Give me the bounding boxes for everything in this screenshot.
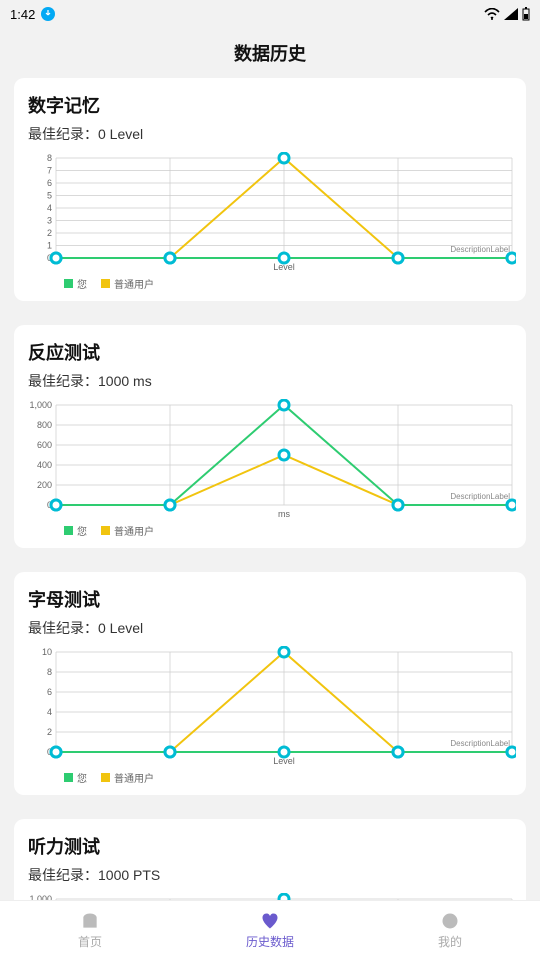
svg-text:10: 10 (42, 647, 52, 657)
svg-text:ms: ms (278, 509, 290, 519)
chart-subtitle: 最佳纪录：1000 PTS (24, 865, 516, 885)
chart-legend: 您普通用户 (24, 766, 516, 785)
chart-card: 字母测试最佳纪录：0 Level0246810LevelDescriptionL… (14, 572, 526, 795)
home-icon (80, 911, 100, 931)
nav-mine[interactable]: 我的 (360, 901, 540, 960)
chart-legend: 您普通用户 (24, 272, 516, 291)
battery-icon (522, 7, 530, 21)
svg-text:DescriptionLabel: DescriptionLabel (450, 492, 510, 501)
status-right-icons (484, 7, 530, 21)
signal-icon (504, 8, 518, 20)
svg-text:5: 5 (47, 191, 52, 201)
svg-text:Level: Level (273, 262, 295, 272)
chart-title: 听力测试 (24, 833, 516, 859)
svg-text:8: 8 (47, 153, 52, 163)
chart-svg: 02004006008001,000PTSDescriptionLabel (24, 893, 516, 900)
heart-icon (260, 911, 280, 931)
chart-card: 听力测试最佳纪录：1000 PTS 02004006008001,000PTSDe… (14, 819, 526, 900)
svg-text:1,000: 1,000 (29, 400, 52, 410)
chart-subtitle: 最佳纪录：1000 ms (24, 371, 516, 391)
page-header: 数据历史 (0, 28, 540, 78)
svg-text:8: 8 (47, 667, 52, 677)
nav-home[interactable]: 首页 (0, 901, 180, 960)
chart-svg: 02004006008001,000msDescriptionLabel (24, 399, 516, 519)
chart-card: 反应测试最佳纪录：1000 ms02004006008001,000msDesc… (14, 325, 526, 548)
nav-history[interactable]: 历史数据 (180, 901, 360, 960)
svg-text:2: 2 (47, 727, 52, 737)
chart-svg: 0246810LevelDescriptionLabel (24, 646, 516, 766)
svg-text:800: 800 (37, 420, 52, 430)
status-notification-icon (41, 7, 55, 21)
svg-text:2: 2 (47, 228, 52, 238)
status-bar: 1:42 (0, 0, 540, 28)
svg-text:1: 1 (47, 241, 52, 251)
svg-text:DescriptionLabel: DescriptionLabel (450, 739, 510, 748)
chart-card: 数字记忆最佳纪录：0 Level012345678LevelDescriptio… (14, 78, 526, 301)
svg-text:3: 3 (47, 216, 52, 226)
content-scroll[interactable]: 数字记忆最佳纪录：0 Level012345678LevelDescriptio… (0, 78, 540, 900)
svg-text:Level: Level (273, 756, 295, 766)
svg-text:6: 6 (47, 687, 52, 697)
chart-legend: 您普通用户 (24, 519, 516, 538)
svg-text:4: 4 (47, 707, 52, 717)
profile-icon (440, 911, 460, 931)
svg-text:200: 200 (37, 480, 52, 490)
svg-text:600: 600 (37, 440, 52, 450)
chart-svg: 012345678LevelDescriptionLabel (24, 152, 516, 272)
svg-text:400: 400 (37, 460, 52, 470)
nav-home-label: 首页 (78, 933, 102, 950)
nav-history-label: 历史数据 (246, 933, 294, 950)
bottom-nav: 首页 历史数据 我的 (0, 900, 540, 960)
chart-title: 数字记忆 (24, 92, 516, 118)
page-title: 数据历史 (234, 40, 306, 66)
wifi-icon (484, 8, 500, 20)
svg-text:7: 7 (47, 166, 52, 176)
status-time: 1:42 (10, 7, 35, 22)
svg-text:6: 6 (47, 178, 52, 188)
chart-subtitle: 最佳纪录：0 Level (24, 124, 516, 144)
chart-subtitle: 最佳纪录：0 Level (24, 618, 516, 638)
chart-title: 反应测试 (24, 339, 516, 365)
nav-mine-label: 我的 (438, 933, 462, 950)
chart-title: 字母测试 (24, 586, 516, 612)
svg-text:DescriptionLabel: DescriptionLabel (450, 245, 510, 254)
svg-text:4: 4 (47, 203, 52, 213)
